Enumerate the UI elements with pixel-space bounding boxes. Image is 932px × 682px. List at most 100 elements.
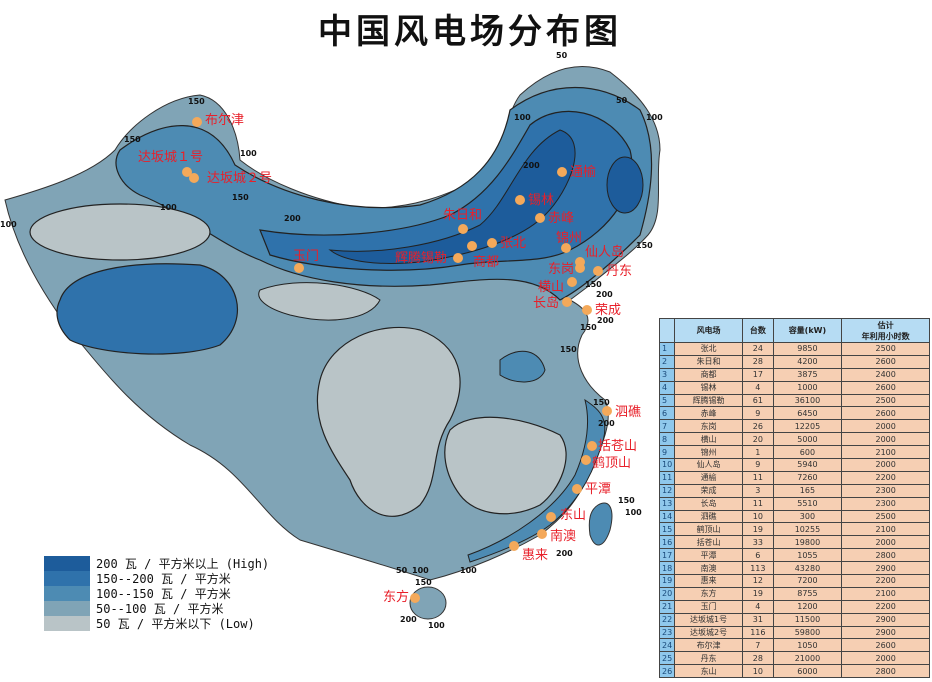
site-marker[interactable]: 东方 — [383, 589, 420, 605]
site-marker[interactable]: 横山 — [538, 277, 577, 295]
legend-item: 50 瓦 / 平方米以下 (Low) — [44, 616, 269, 631]
table-cell: 20 — [659, 586, 675, 601]
table-cell: 2800 — [841, 664, 930, 679]
table-cell: 2600 — [841, 406, 930, 421]
site-marker[interactable]: 商都 — [467, 241, 499, 270]
site-marker[interactable]: 布尔津 — [192, 113, 244, 128]
column-header: 容量(kW) — [772, 318, 843, 343]
site-marker[interactable]: 东山 — [546, 508, 586, 523]
site-marker[interactable]: 惠来 — [509, 541, 548, 563]
site-marker[interactable]: 泗礁 — [602, 404, 641, 420]
site-marker[interactable]: 平潭 — [572, 482, 611, 497]
site-marker[interactable]: 锡林 — [515, 193, 554, 208]
contour-label: 50 — [396, 566, 408, 575]
site-marker[interactable]: 鹤顶山 — [581, 455, 631, 471]
site-marker[interactable]: 丹东 — [593, 264, 632, 279]
table-row: 21 玉门 4 1200 2200 — [659, 599, 930, 614]
table-row: 1 张北 24 9850 2500 — [659, 342, 930, 356]
wind-density-regions — [4, 65, 661, 620]
site-marker[interactable]: 朱日和 — [443, 208, 482, 234]
site-marker[interactable]: 东岗 — [548, 262, 585, 277]
table-cell: 锦州 — [673, 445, 744, 460]
site-dot-icon — [562, 297, 572, 307]
site-marker[interactable]: 荣成 — [582, 303, 621, 318]
table-cell: 21000 — [772, 651, 843, 666]
site-dot-icon — [535, 213, 545, 223]
legend-item: 100--150 瓦 / 平方米 — [44, 586, 269, 601]
site-label: 玉门 — [293, 249, 319, 264]
table-cell: 2200 — [841, 599, 930, 614]
site-marker[interactable]: 达坂城２号 — [189, 171, 272, 186]
site-label: 辉腾锡勒 — [395, 250, 447, 266]
legend-swatch — [44, 616, 90, 631]
site-marker[interactable]: 达坂城１号 — [138, 150, 203, 177]
region-100-150 — [499, 350, 546, 383]
site-marker[interactable]: 赤峰 — [535, 211, 574, 226]
region-100-150 — [467, 398, 606, 563]
table-row: 6 赤峰 9 6450 2600 — [659, 406, 930, 421]
table-cell: 鹤顶山 — [673, 522, 744, 537]
table-row: 18 南澳 113 43280 2900 — [659, 561, 930, 576]
contour-label: 150 — [580, 323, 597, 332]
table-cell: 1 — [659, 342, 675, 356]
site-dot-icon — [192, 117, 202, 127]
site-dot-icon — [182, 167, 192, 177]
table-row: 13 长岛 11 5510 2300 — [659, 496, 930, 511]
table-cell: 12 — [659, 483, 675, 498]
table-cell: 2300 — [841, 483, 930, 498]
table-cell: 7 — [742, 638, 774, 653]
table-cell: 2900 — [841, 561, 930, 576]
site-marker[interactable]: 通榆 — [557, 165, 596, 180]
site-marker[interactable]: 玉门 — [293, 249, 319, 273]
table-cell: 4 — [742, 599, 774, 614]
table-cell: 6 — [742, 548, 774, 563]
table-cell: 23 — [659, 625, 675, 640]
site-label: 锦州 — [556, 231, 582, 246]
table-cell: 辉腾锡勒 — [673, 393, 744, 408]
table-row: 9 锦州 1 600 2100 — [659, 445, 930, 460]
site-marker[interactable]: 南澳 — [537, 528, 576, 544]
contour-label: 100 — [625, 508, 642, 517]
table-cell: 12 — [742, 574, 774, 588]
table-cell: 2600 — [841, 638, 930, 653]
site-marker[interactable]: 辉腾锡勒 — [395, 250, 463, 266]
table-cell: 锡林 — [673, 380, 744, 395]
table-cell: 2400 — [841, 367, 930, 382]
legend-label: 100--150 瓦 / 平方米 — [96, 587, 231, 601]
table-cell: 东山 — [673, 664, 744, 679]
region-low — [316, 326, 461, 517]
table-cell: 20 — [742, 432, 774, 447]
table-cell: 9 — [742, 406, 774, 421]
column-header — [659, 318, 675, 343]
site-label: 张北 — [500, 236, 526, 251]
table-cell: 2200 — [841, 470, 930, 485]
site-label: 通榆 — [570, 165, 596, 180]
legend-label: 50 瓦 / 平方米以下 (Low) — [96, 617, 255, 631]
table-cell: 8 — [659, 432, 675, 447]
table-row: 17 平潭 6 1055 2800 — [659, 548, 930, 563]
table-cell: 2900 — [841, 625, 930, 640]
table-cell: 惠来 — [673, 574, 744, 588]
site-marker[interactable]: 长岛 — [533, 295, 572, 311]
table-cell: 1000 — [772, 380, 843, 395]
table-cell: 59800 — [772, 625, 843, 640]
site-marker[interactable]: 锦州 — [556, 231, 582, 253]
table-cell: 平潭 — [673, 548, 744, 563]
table-cell: 19 — [742, 522, 774, 537]
table-cell: 荣成 — [673, 483, 744, 498]
site-marker[interactable]: 括苍山 — [587, 439, 637, 454]
site-marker[interactable]: 张北 — [487, 236, 526, 251]
site-label: 朱日和 — [443, 208, 482, 223]
table-row: 24 布尔津 7 1050 2600 — [659, 638, 930, 653]
region-low — [258, 282, 381, 321]
legend-label: 50--100 瓦 / 平方米 — [96, 602, 224, 616]
table-cell: 长岛 — [673, 496, 744, 511]
table-cell: 括苍山 — [673, 535, 744, 550]
table-cell: 165 — [772, 483, 843, 498]
site-dot-icon — [557, 167, 567, 177]
table-cell: 11 — [742, 470, 774, 485]
site-label: 东山 — [560, 508, 586, 523]
table-cell: 10 — [742, 509, 774, 524]
site-label: 长岛 — [533, 295, 559, 311]
